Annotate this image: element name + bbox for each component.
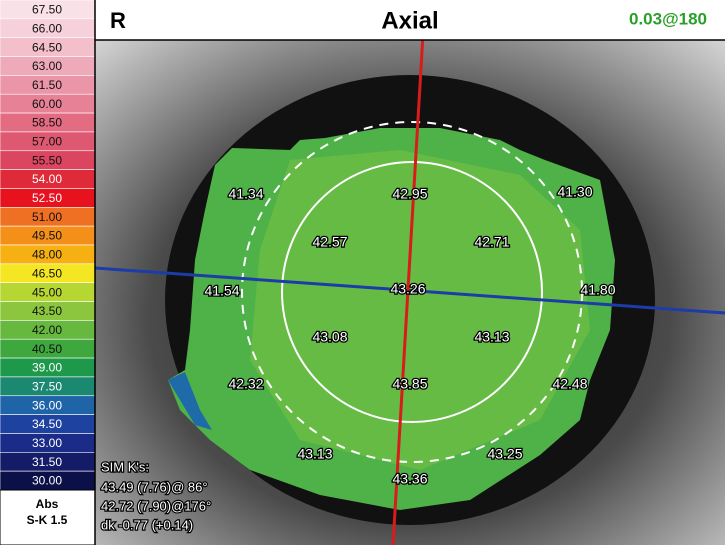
scale-label: 63.00 bbox=[32, 59, 62, 73]
scale-label: 61.50 bbox=[32, 78, 62, 92]
scale-label: 66.00 bbox=[32, 21, 62, 35]
scale-label: 39.00 bbox=[32, 361, 62, 375]
green-map-center bbox=[250, 150, 590, 470]
eye-label: R bbox=[110, 8, 126, 33]
scale-label: 34.50 bbox=[32, 417, 62, 431]
scale-label: 67.50 bbox=[32, 3, 62, 17]
scale-label: 40.50 bbox=[32, 342, 62, 356]
sim-k-title: SIM K's: bbox=[101, 459, 149, 474]
scale-label: 45.00 bbox=[32, 285, 62, 299]
map-value: 42.71 bbox=[474, 234, 509, 250]
scale-label: 55.50 bbox=[32, 153, 62, 167]
map-value: 43.26 bbox=[390, 281, 425, 297]
steep-meridian bbox=[391, 0, 427, 546]
sim-k-line: 42.72 (7.90)@176° bbox=[101, 498, 211, 513]
scale-label: 57.00 bbox=[32, 135, 62, 149]
dashed-zone bbox=[241, 121, 583, 463]
map-title: Axial bbox=[381, 7, 438, 34]
scale-label: 33.00 bbox=[32, 436, 62, 450]
scale-label: 60.00 bbox=[32, 97, 62, 111]
scale-label: 54.00 bbox=[32, 172, 62, 186]
flat-meridian bbox=[94, 266, 725, 315]
scale-label: 46.50 bbox=[32, 266, 62, 280]
scale-label: 31.50 bbox=[32, 455, 62, 469]
scale-label: 49.50 bbox=[32, 229, 62, 243]
header-bar bbox=[95, 0, 725, 40]
scale-label: 37.50 bbox=[32, 380, 62, 394]
scale-label: 64.50 bbox=[32, 40, 62, 54]
map-value: 42.32 bbox=[228, 376, 263, 392]
sim-k-line: dk -0.77 (+0.14) bbox=[101, 517, 193, 532]
map-value: 41.30 bbox=[557, 184, 592, 200]
scale-label: 43.50 bbox=[32, 304, 62, 318]
scale-step: S-K 1.5 bbox=[27, 513, 68, 527]
map-value: 41.80 bbox=[580, 282, 615, 298]
map-value: 41.34 bbox=[228, 186, 263, 202]
scale-label: 36.00 bbox=[32, 398, 62, 412]
map-value: 43.85 bbox=[392, 376, 427, 392]
scale-mode: Abs bbox=[36, 497, 59, 511]
map-value: 43.13 bbox=[474, 329, 509, 345]
sim-k-line: 43.49 (7.76)@ 86° bbox=[101, 479, 208, 494]
scale-label: 52.50 bbox=[32, 191, 62, 205]
astigmatism: 0.03@180 bbox=[629, 9, 707, 28]
map-value: 43.13 bbox=[297, 446, 332, 462]
scale-label: 48.00 bbox=[32, 248, 62, 262]
scale-label: 58.50 bbox=[32, 116, 62, 130]
map-value: 42.48 bbox=[552, 376, 587, 392]
pupil-zone bbox=[281, 161, 543, 423]
scale-footer bbox=[0, 489, 96, 546]
map-value: 42.95 bbox=[392, 186, 427, 202]
scale-label: 30.00 bbox=[32, 474, 62, 488]
scale-label: 42.00 bbox=[32, 323, 62, 337]
blue-edge bbox=[168, 372, 212, 430]
map-value: 43.25 bbox=[487, 446, 522, 462]
map-value: 41.54 bbox=[204, 283, 239, 299]
scale-label: 51.00 bbox=[32, 210, 62, 224]
map-value: 43.08 bbox=[312, 329, 347, 345]
map-value: 42.57 bbox=[312, 234, 347, 250]
map-value: 43.36 bbox=[392, 471, 427, 487]
